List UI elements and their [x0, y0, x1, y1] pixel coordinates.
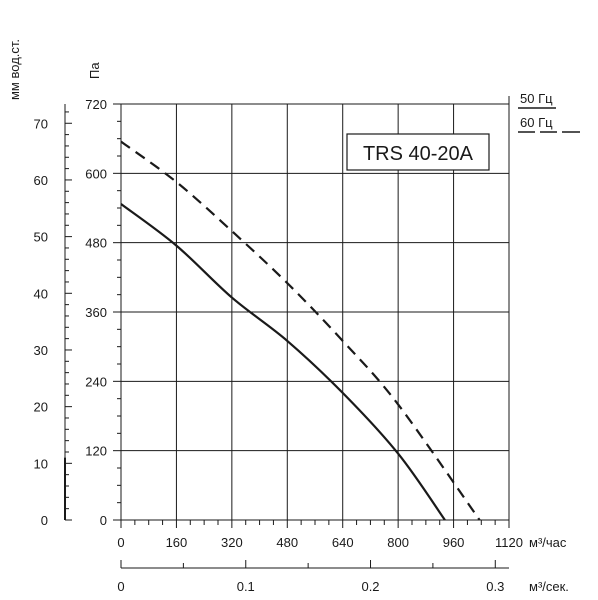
axes: [64, 96, 510, 569]
sec-tick-label: 0.2: [361, 579, 379, 594]
tick-labels: 0 160 320 480 640 800 960 112001202403604806007…: [34, 97, 523, 594]
pa-tick-label: 120: [85, 444, 107, 459]
x-tick-label: 1120: [495, 535, 523, 550]
tick-marks: [65, 103, 510, 568]
sec-tick-label: 0: [117, 579, 124, 594]
sec-tick-label: 0.3: [486, 579, 504, 594]
x-axis-title-m3h: м³/час: [529, 535, 567, 550]
pa-tick-label: 480: [85, 236, 107, 251]
y-axis-title-pa: Па: [87, 62, 102, 79]
legend-label-50hz: 50 Гц: [520, 91, 553, 106]
x-tick-label: 960: [443, 535, 465, 550]
model-box: TRS 40-20A: [346, 133, 490, 171]
mm-tick-label: 20: [34, 400, 48, 415]
x-tick-label: 800: [387, 535, 409, 550]
x-axis-title-m3s: м³/сек.: [529, 579, 569, 594]
mm-tick-label: 10: [34, 456, 48, 471]
x-tick-label: 640: [332, 535, 354, 550]
x-tick-label: 480: [276, 535, 298, 550]
pa-tick-label: 0: [100, 513, 107, 528]
mm-tick-label: 0: [41, 513, 48, 528]
mm-tick-label: 30: [34, 343, 48, 358]
mm-tick-label: 50: [34, 230, 48, 245]
x-tick-label: 0: [117, 535, 124, 550]
mm-tick-label: 40: [34, 286, 48, 301]
series-lines: [120, 140, 481, 521]
pa-tick-label: 240: [85, 374, 107, 389]
series-line-60hz: [120, 140, 481, 521]
model-label: TRS 40-20A: [363, 143, 474, 165]
x-tick-label: 160: [166, 535, 188, 550]
pa-tick-label: 720: [85, 97, 107, 112]
sec-tick-label: 0.1: [237, 579, 255, 594]
legend-label-60hz: 60 Гц: [520, 115, 553, 130]
grid-lines: [120, 103, 510, 521]
y-axis-title-mm: мм вод.ст.: [7, 39, 22, 100]
series-line-50hz: [120, 203, 446, 521]
mm-tick-label: 60: [34, 173, 48, 188]
pa-tick-label: 360: [85, 305, 107, 320]
pa-tick-label: 600: [85, 166, 107, 181]
legend: 50 Гц 60 Гц: [518, 91, 580, 133]
x-tick-label: 320: [221, 535, 243, 550]
mm-tick-label: 70: [34, 116, 48, 131]
